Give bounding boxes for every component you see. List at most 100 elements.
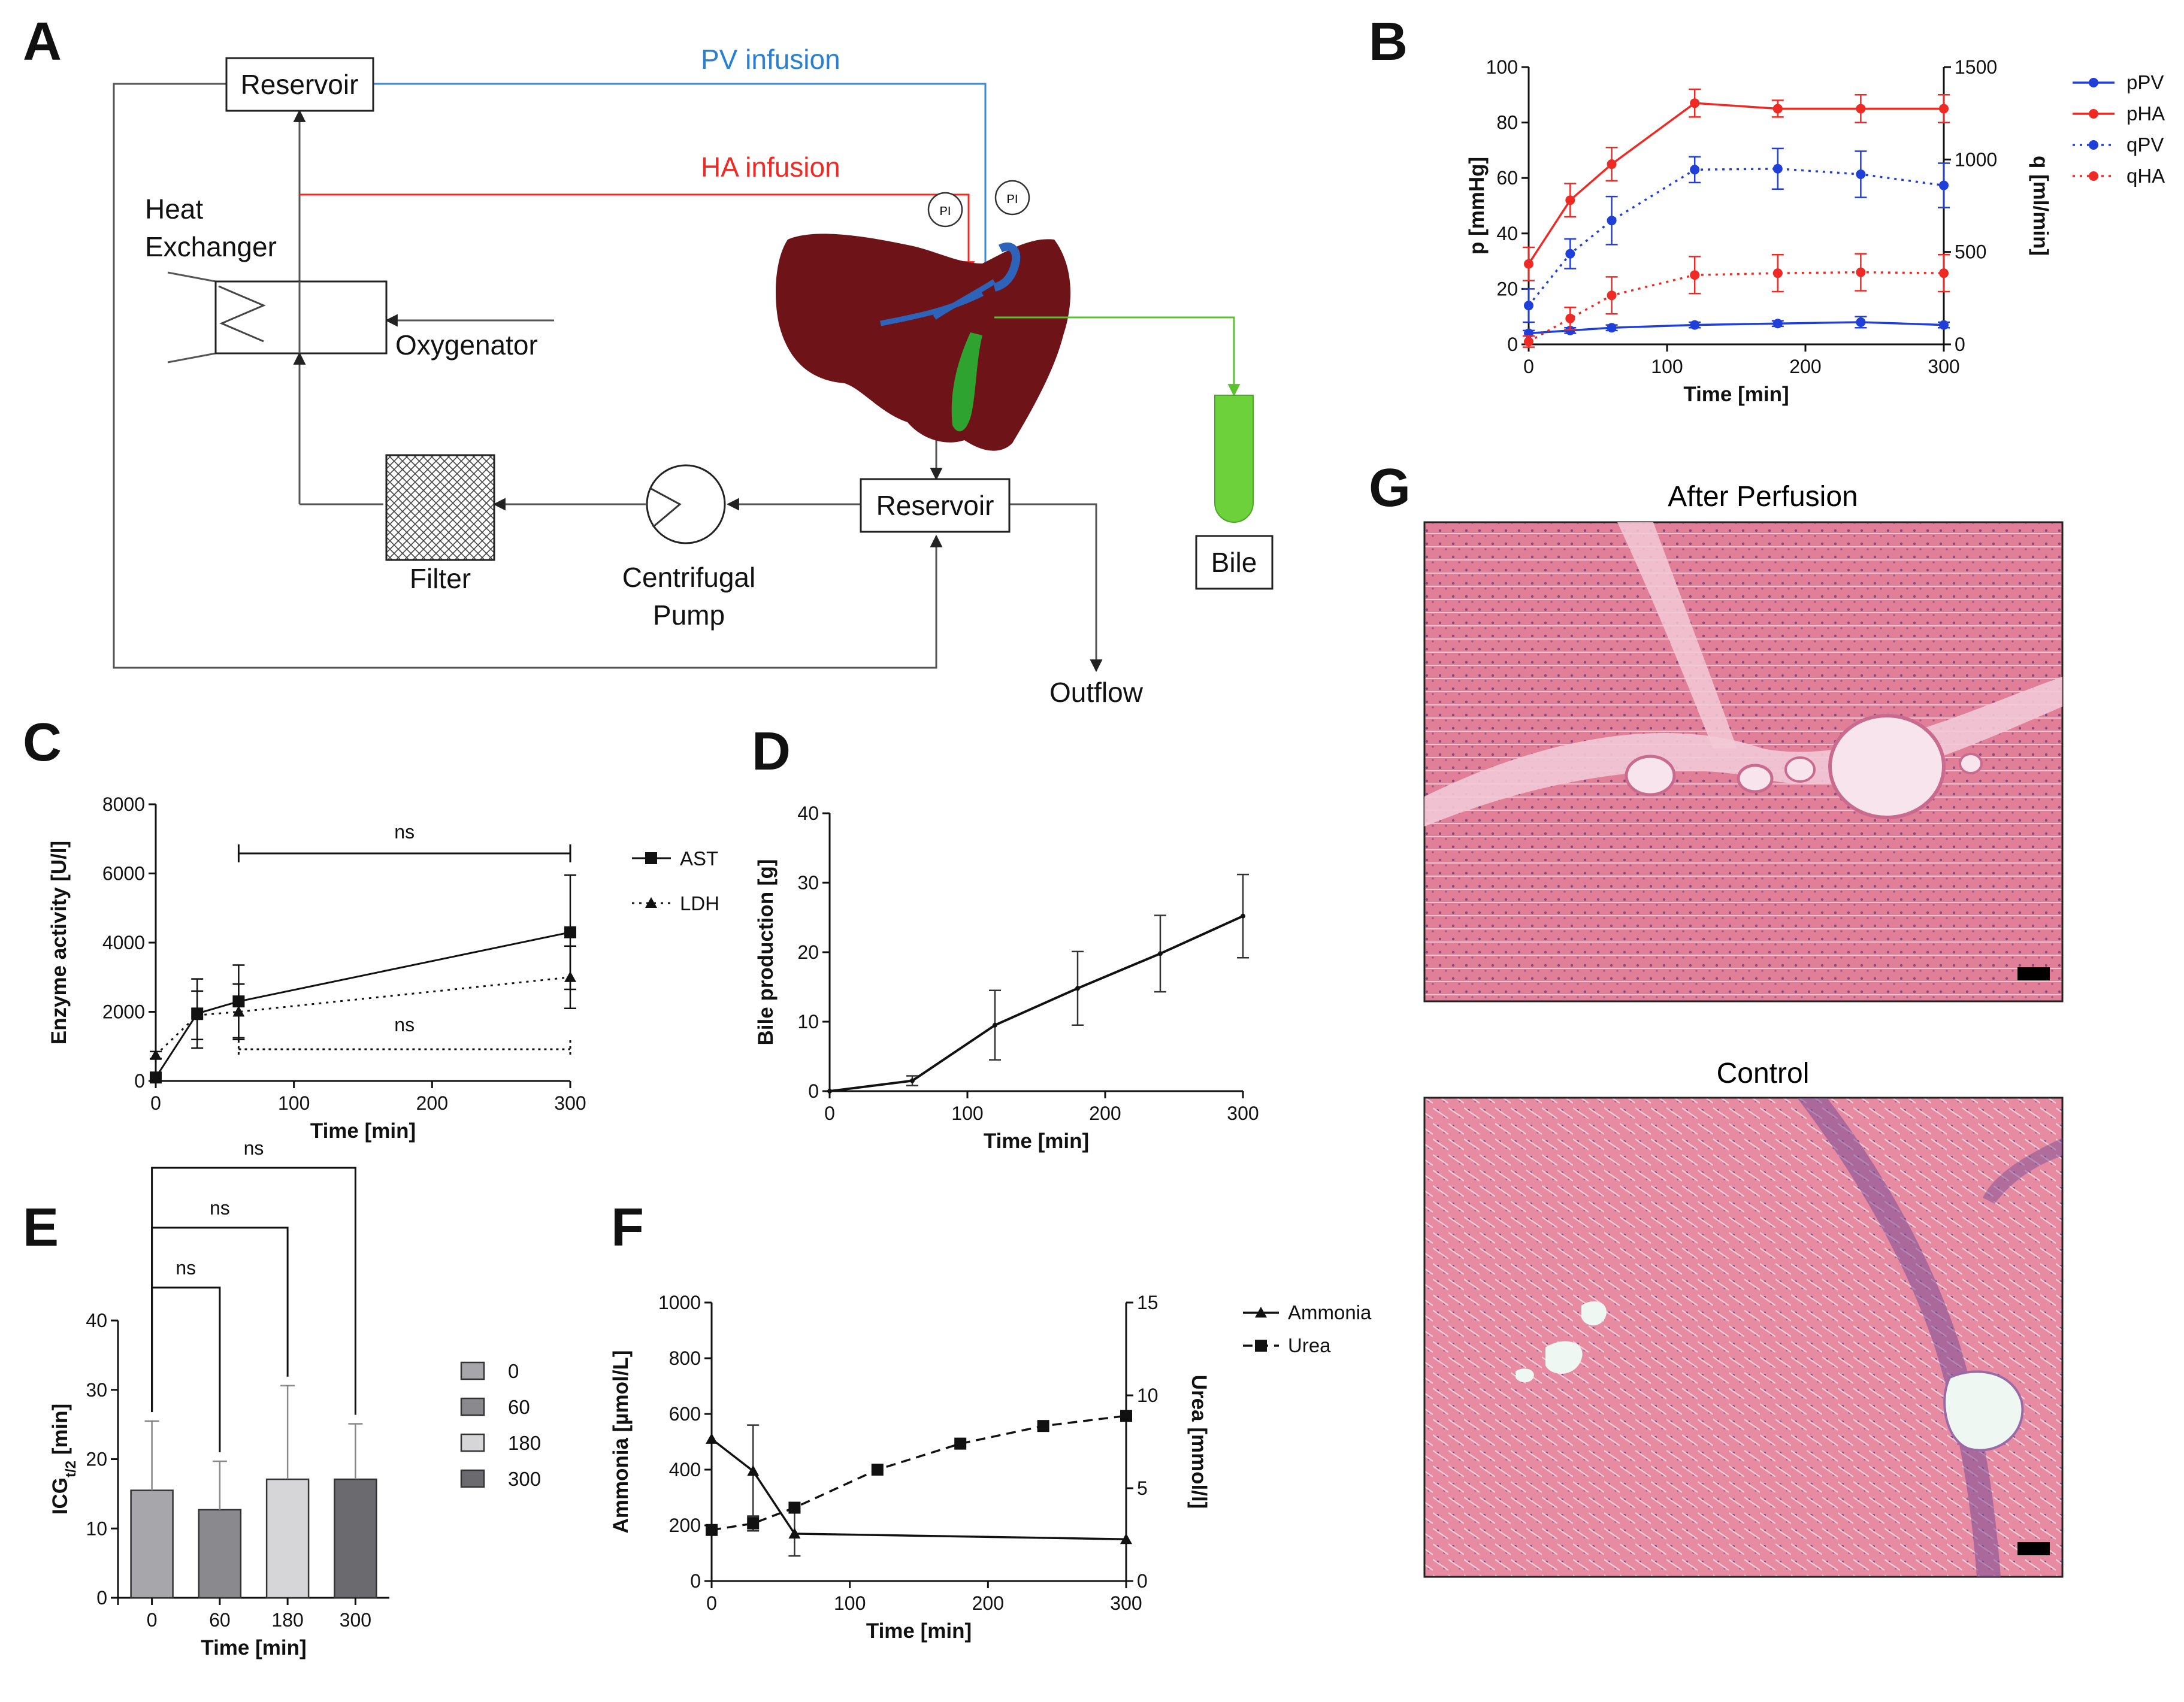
x-tick-label: 180 xyxy=(271,1609,303,1631)
y-axis-title: p [mmHg] xyxy=(1465,157,1489,255)
y-tick-label: 6000 xyxy=(102,863,145,885)
y-tick-label: 200 xyxy=(669,1515,701,1536)
x-tick-label: 200 xyxy=(416,1092,448,1114)
x-tick-label: 0 xyxy=(824,1103,835,1124)
y-axis-title: Enzyme activity [U/l] xyxy=(47,841,71,1044)
gallbladder-illustration xyxy=(951,332,982,432)
pressure-indicator-2-label: PI xyxy=(1007,193,1018,206)
x-tick-label: 100 xyxy=(834,1592,866,1614)
x-axis-title: Time [min] xyxy=(310,1119,416,1143)
legend-label: qHA xyxy=(2126,165,2165,187)
legend-swatch xyxy=(460,1361,485,1380)
data-point xyxy=(1856,317,1866,327)
data-point xyxy=(1690,270,1700,280)
x-tick-label: 100 xyxy=(1651,356,1683,377)
y-right-tick-label: 500 xyxy=(1955,241,1986,263)
legend-label: pPV xyxy=(2126,71,2164,93)
control-histology-image xyxy=(1423,1097,2064,1578)
y-axis-right-title: q [ml/min] xyxy=(2029,156,2052,256)
filter-label: Filter xyxy=(410,563,471,594)
data-point xyxy=(564,971,576,982)
data-point xyxy=(1772,268,1783,278)
y-axis-right-title: Urea [mmol/l] xyxy=(1187,1375,1211,1509)
data-point xyxy=(871,1464,884,1476)
data-point xyxy=(232,1006,245,1017)
y-axis-title-unit: [min] xyxy=(49,1404,72,1461)
data-point xyxy=(788,1501,801,1514)
reservoir-top-label: Reservoir xyxy=(241,69,359,100)
pv-infusion-label: PV infusion xyxy=(701,44,840,75)
y-tick-label: 20 xyxy=(86,1449,107,1470)
bar xyxy=(265,1478,310,1599)
y-right-tick-label: 0 xyxy=(1955,334,1965,355)
data-point xyxy=(954,1437,967,1450)
significance-bracket xyxy=(237,844,571,862)
series-line-Ammonia xyxy=(710,1438,1127,1540)
legend-label: Urea xyxy=(1288,1334,1331,1356)
pressure-indicator-1-icon xyxy=(927,192,963,228)
y-tick-label: 20 xyxy=(797,941,819,963)
y-tick-label: 0 xyxy=(690,1570,701,1592)
y-tick-label: 2000 xyxy=(102,1001,145,1023)
data-point xyxy=(1939,180,1949,190)
panel-label-d: D xyxy=(752,722,791,782)
y-tick-label: 600 xyxy=(669,1403,701,1425)
data-point xyxy=(706,1524,718,1536)
y-tick-label: 80 xyxy=(1496,112,1518,134)
x-tick-label: 300 xyxy=(1928,356,1959,377)
legend-marker xyxy=(2089,171,2098,181)
panel-label-c: C xyxy=(23,713,62,773)
x-axis-title: Time [min] xyxy=(866,1619,972,1643)
legend-swatch xyxy=(460,1397,485,1416)
x-tick-label: 200 xyxy=(1089,1103,1121,1124)
panel-label-b: B xyxy=(1369,12,1408,72)
data-point xyxy=(1772,163,1783,174)
data-point xyxy=(1524,259,1533,269)
centrifugal-pump-icon xyxy=(646,464,726,544)
series-line-qPV xyxy=(1527,168,1944,307)
bile-label: Bile xyxy=(1211,547,1257,578)
data-point xyxy=(993,1022,997,1028)
legend-swatch xyxy=(460,1433,485,1452)
y-tick-label: 800 xyxy=(669,1347,701,1369)
panel-label-a: A xyxy=(23,12,62,72)
heat-exchanger-label-2: Exchanger xyxy=(145,231,277,262)
y-right-tick-label: 1000 xyxy=(1955,149,1997,170)
data-point xyxy=(788,1527,801,1539)
y-tick-label: 10 xyxy=(797,1011,819,1032)
legend-marker xyxy=(1255,1307,1267,1318)
data-point xyxy=(747,1517,760,1530)
legend-swatch xyxy=(460,1469,485,1488)
legend-marker xyxy=(645,897,657,908)
data-point xyxy=(1939,268,1949,278)
filter-box xyxy=(385,454,495,561)
y-tick-label: 30 xyxy=(86,1379,107,1401)
reservoir-bottom-label: Reservoir xyxy=(876,490,994,521)
panel-c: C 0 2000 4000 6000 8000 0 100 200 300 Time [min] E… xyxy=(23,713,719,1143)
data-point xyxy=(191,1009,204,1020)
legend-label: pHA xyxy=(2126,102,2165,125)
x-tick-label: 0 xyxy=(1523,356,1534,377)
heat-exchanger-label-1: Heat xyxy=(145,193,203,225)
data-point xyxy=(1856,267,1866,277)
error-bar xyxy=(280,1385,295,1480)
data-point xyxy=(827,1089,832,1094)
y-tick-label: 100 xyxy=(1486,56,1518,78)
legend-label: 60 xyxy=(508,1396,530,1418)
data-point xyxy=(1565,325,1575,335)
pressure-indicator-1-label: PI xyxy=(940,205,951,218)
y-axis-title: Bile production [g] xyxy=(754,859,778,1045)
data-point xyxy=(1772,104,1783,114)
data-point xyxy=(564,926,576,938)
panel-label-g: G xyxy=(1369,458,1411,518)
x-tick-label: 300 xyxy=(554,1092,586,1114)
data-point xyxy=(1690,320,1700,330)
legend-label: 180 xyxy=(508,1432,541,1454)
data-point xyxy=(1075,986,1080,991)
data-point xyxy=(1856,169,1866,180)
panel-label-f: F xyxy=(611,1198,644,1258)
data-point xyxy=(1939,320,1949,330)
